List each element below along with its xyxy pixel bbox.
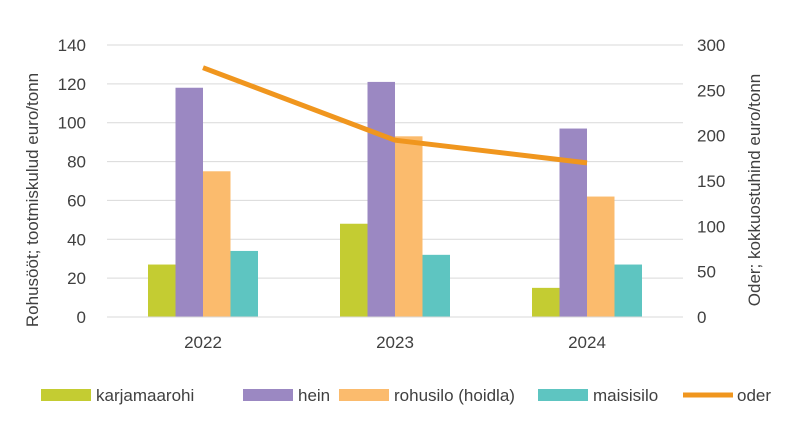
legend-item: oder xyxy=(683,386,771,405)
legend-item: rohusilo (hoidla) xyxy=(339,386,515,405)
x-tick-label: 2024 xyxy=(568,333,606,352)
y-tick-label: 60 xyxy=(67,191,86,210)
legend-label: hein xyxy=(298,386,330,405)
y2-tick-label: 200 xyxy=(697,127,725,146)
x-tick-label: 2023 xyxy=(376,333,414,352)
legend: karjamaarohi hein rohusilo (hoidla) maisisi… xyxy=(41,386,771,405)
legend-label: rohusilo (hoidla) xyxy=(394,386,515,405)
bar xyxy=(176,88,204,317)
bar xyxy=(532,288,560,317)
y-tick-label: 100 xyxy=(58,114,86,133)
y-tick-label: 140 xyxy=(58,36,86,55)
legend-item: maisisilo xyxy=(538,386,658,405)
y2-tick-label: 50 xyxy=(697,263,716,282)
bar xyxy=(368,82,396,317)
bar xyxy=(615,265,643,317)
bar xyxy=(203,171,231,317)
y-tick-label: 40 xyxy=(67,230,86,249)
y-tick-label: 80 xyxy=(67,153,86,172)
legend-swatch xyxy=(243,389,293,401)
legend-label: oder xyxy=(737,386,771,405)
y-tick-label: 0 xyxy=(77,308,86,327)
x-tick-label: 2022 xyxy=(184,333,222,352)
y2-tick-label: 100 xyxy=(697,217,725,236)
legend-swatch xyxy=(538,389,588,401)
y2-tick-label: 300 xyxy=(697,36,725,55)
bar xyxy=(587,197,615,317)
bars xyxy=(148,82,642,317)
legend-label: karjamaarohi xyxy=(96,386,194,405)
y2-tick-label: 150 xyxy=(697,172,725,191)
y2-tick-label: 250 xyxy=(697,81,725,100)
legend-item: karjamaarohi xyxy=(41,386,194,405)
y2-axis-label: Oder; kokkuostuhind euro/tonn xyxy=(745,74,764,306)
bar xyxy=(231,251,259,317)
bar xyxy=(148,265,176,317)
legend-label: maisisilo xyxy=(593,386,658,405)
legend-item: hein xyxy=(243,386,330,405)
bar xyxy=(395,136,423,317)
y-tick-label: 20 xyxy=(67,269,86,288)
y2-tick-label: 0 xyxy=(697,308,706,327)
bar xyxy=(423,255,451,317)
y-tick-label: 120 xyxy=(58,75,86,94)
legend-swatch xyxy=(41,389,91,401)
bar xyxy=(560,129,588,317)
y-axis-label: Rohusööt; tootmiskulud euro/tonn xyxy=(23,73,42,327)
bar xyxy=(340,224,368,317)
legend-swatch xyxy=(339,389,389,401)
